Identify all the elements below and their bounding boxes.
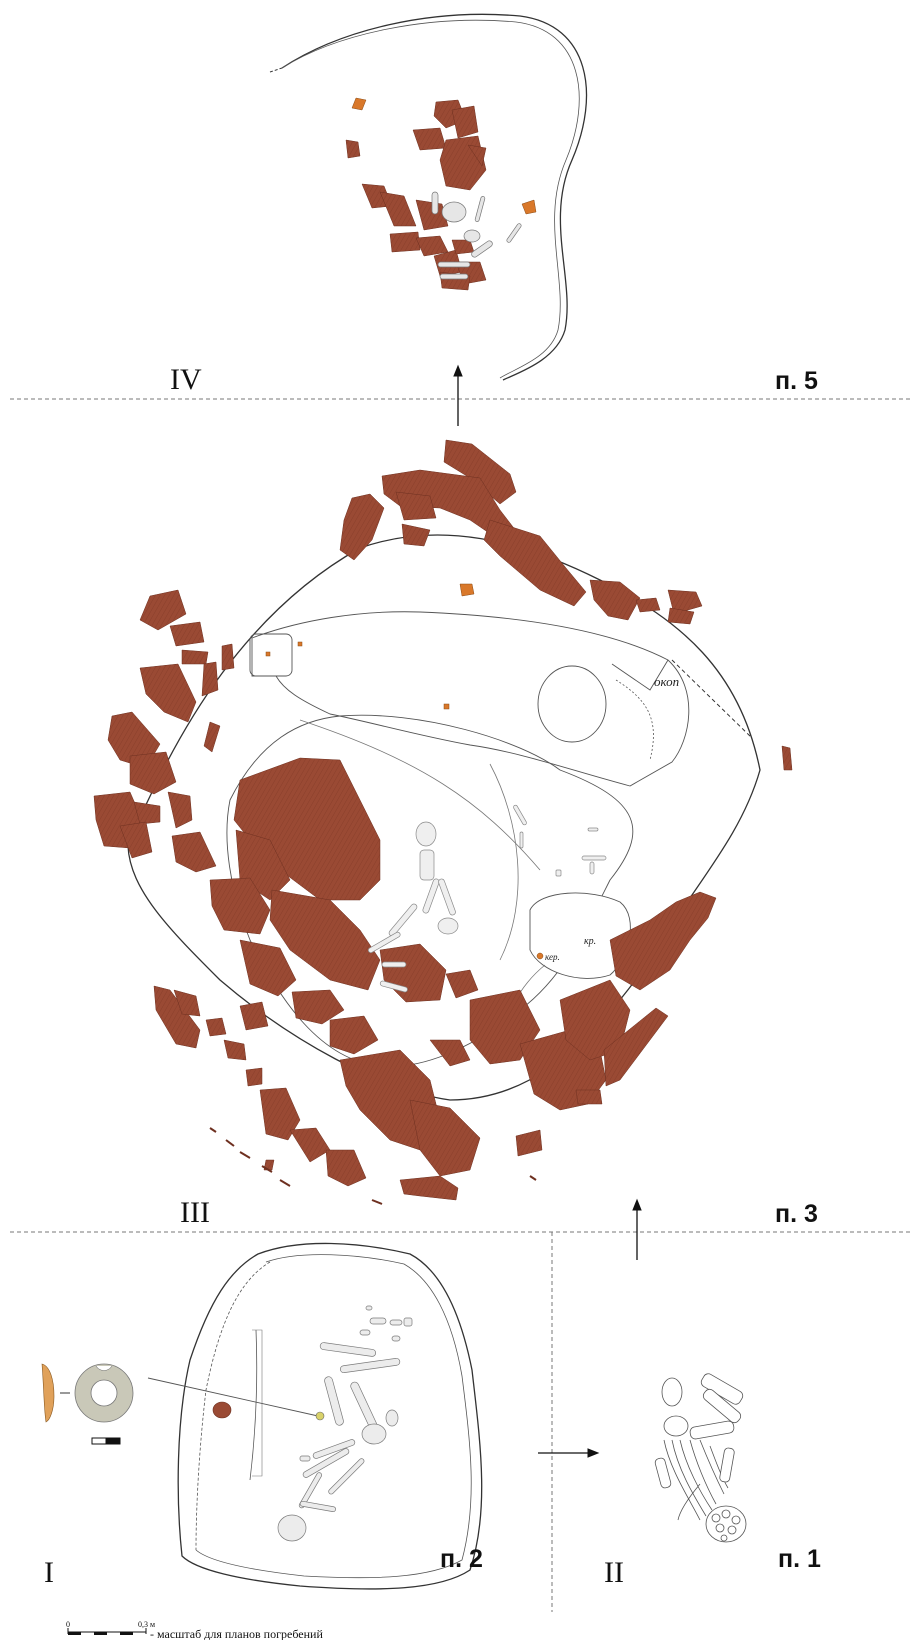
arrow-right-to-ii [538, 1448, 600, 1458]
bead-scale-bar [91, 1437, 121, 1445]
skeleton-iv [431, 191, 522, 280]
stone-dashes-iii [209, 1127, 537, 1205]
annotation-ker: кер. [545, 952, 560, 962]
section-numeral-i: I [44, 1556, 54, 1589]
pit-outline-iv [281, 13, 588, 381]
scale-end: 0,3 м [138, 1620, 155, 1629]
posthole-i [212, 1401, 232, 1419]
ceramic-fragment-iv-1 [351, 97, 367, 111]
plan-label-iv: п. 5 [775, 367, 818, 395]
stones-iii [93, 439, 793, 1201]
bead-front-view [74, 1363, 134, 1423]
plan-label-iii: п. 3 [775, 1200, 818, 1228]
pit-outline-i [177, 1242, 483, 1590]
plan-label-i: п. 2 [440, 1545, 483, 1573]
ceramic-fragment-iv-2 [521, 199, 537, 215]
skeleton-iii [367, 804, 607, 993]
annotation-okop: окоп [654, 674, 679, 689]
bead-location-i [315, 1411, 325, 1421]
scale-zero: 0 [66, 1620, 70, 1629]
section-numeral-ii: II [604, 1556, 624, 1589]
annotation-kr: кр. [584, 936, 596, 947]
arrow-up-to-iv [453, 364, 463, 426]
arrow-up-to-iii [632, 1198, 642, 1260]
plan-iv [269, 13, 588, 381]
plan-iii [93, 439, 793, 1205]
section-numeral-iii: III [180, 1196, 210, 1229]
skeleton-i [277, 1305, 413, 1542]
plan-i [41, 1242, 483, 1590]
ceramics-iii [265, 583, 544, 960]
bead-side-view [41, 1363, 70, 1423]
plan-ii [654, 1373, 747, 1543]
section-numeral-iv: IV [170, 363, 202, 396]
grave-plan-scale-bar [67, 1628, 147, 1635]
scale-caption: - масштаб для планов погребений [150, 1627, 323, 1640]
stones-iv [345, 99, 487, 291]
plan-label-ii: п. 1 [778, 1545, 821, 1573]
